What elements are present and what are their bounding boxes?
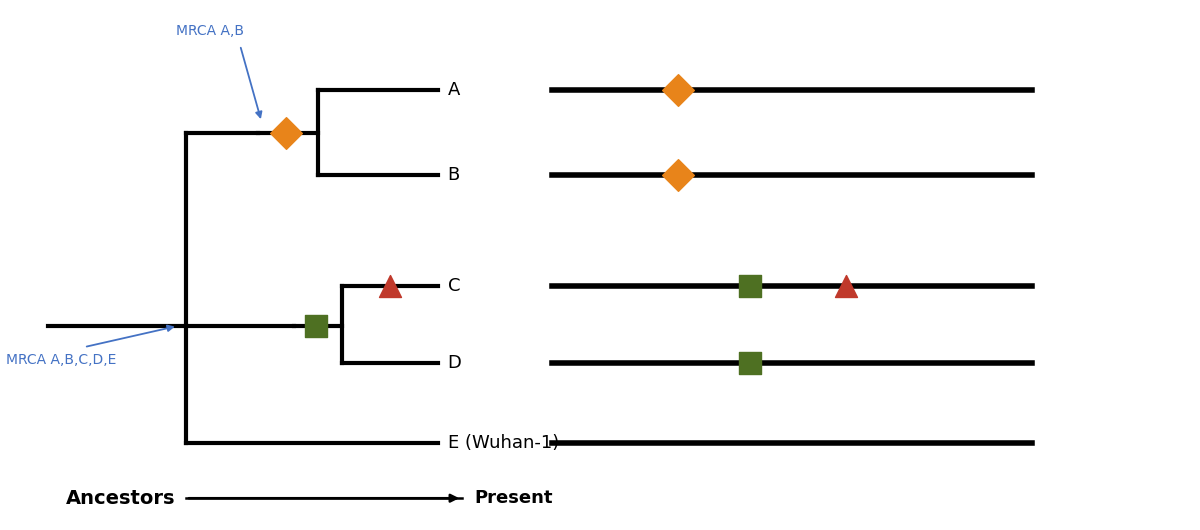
Text: A: A [448,81,460,99]
Text: MRCA A,B: MRCA A,B [176,24,244,38]
Text: D: D [448,354,462,372]
Point [276,128,295,137]
Text: MRCA A,B,C,D,E: MRCA A,B,C,D,E [6,354,116,367]
Text: B: B [448,166,460,184]
Point [380,282,400,290]
Text: C: C [448,277,460,295]
Point [740,359,760,367]
Point [836,282,856,290]
Point [306,322,325,330]
Text: E (Wuhan-1): E (Wuhan-1) [448,434,559,452]
Point [668,171,688,179]
Text: Ancestors: Ancestors [66,489,175,508]
Point [668,86,688,94]
Point [740,282,760,290]
Text: Present: Present [474,489,552,507]
